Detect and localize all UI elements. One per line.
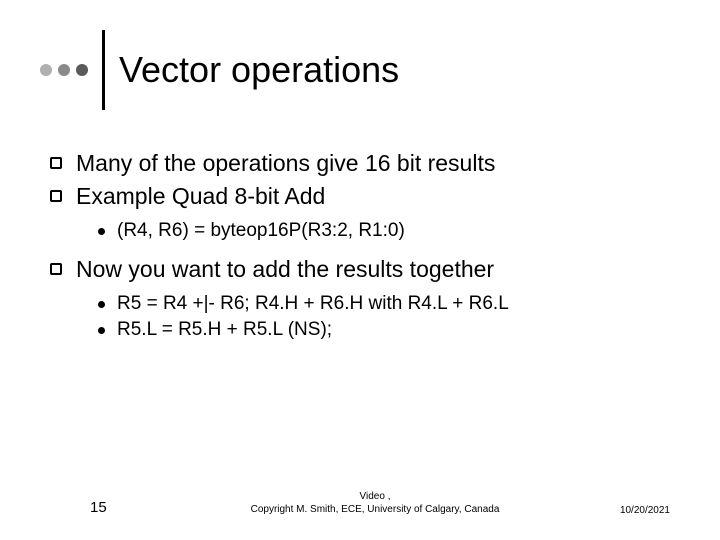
ring-bullet-icon — [50, 190, 62, 202]
slide-number: 15 — [90, 499, 150, 516]
vertical-rule — [102, 30, 105, 110]
footer-copyright: Copyright M. Smith, ECE, University of C… — [150, 503, 600, 516]
slide-title: Vector operations — [119, 49, 399, 91]
slide: Vector operations Many of the operations… — [0, 0, 720, 540]
bullet-level1: Now you want to add the results together — [50, 256, 680, 283]
slide-content: Many of the operations give 16 bit resul… — [40, 150, 680, 341]
bullet-level2: R5.L = R5.H + R5.L (NS); — [98, 319, 680, 341]
bullet-text: Example Quad 8-bit Add — [76, 183, 325, 210]
disc-bullet-icon — [98, 301, 105, 308]
sub-bullets: (R4, R6) = byteop16P(R3:2, R1:0) — [50, 220, 680, 242]
bullet-level1: Example Quad 8-bit Add — [50, 183, 680, 210]
bullet-text: (R4, R6) = byteop16P(R3:2, R1:0) — [117, 220, 405, 242]
bullet-text: R5.L = R5.H + R5.L (NS); — [117, 319, 332, 341]
footer-line: Video , — [150, 490, 600, 503]
slide-header: Vector operations — [40, 30, 680, 110]
bullet-level2: (R4, R6) = byteop16P(R3:2, R1:0) — [98, 220, 680, 242]
decorative-dots — [40, 64, 88, 76]
disc-bullet-icon — [98, 327, 105, 334]
bullet-level1: Many of the operations give 16 bit resul… — [50, 150, 680, 177]
sub-bullets: R5 = R4 +|- R6; R4.H + R6.H with R4.L + … — [50, 293, 680, 341]
footer-date: 10/20/2021 — [600, 505, 670, 516]
dot-icon — [58, 64, 70, 76]
bullet-text: Now you want to add the results together — [76, 256, 494, 283]
bullet-level2: R5 = R4 +|- R6; R4.H + R6.H with R4.L + … — [98, 293, 680, 315]
dot-icon — [40, 64, 52, 76]
dot-icon — [76, 64, 88, 76]
slide-footer: 15 Video , Copyright M. Smith, ECE, Univ… — [0, 490, 720, 516]
bullet-text: R5 = R4 +|- R6; R4.H + R6.H with R4.L + … — [117, 293, 509, 315]
disc-bullet-icon — [98, 228, 105, 235]
bullet-text: Many of the operations give 16 bit resul… — [76, 150, 495, 177]
ring-bullet-icon — [50, 263, 62, 275]
footer-center: Video , Copyright M. Smith, ECE, Univers… — [150, 490, 600, 516]
ring-bullet-icon — [50, 157, 62, 169]
